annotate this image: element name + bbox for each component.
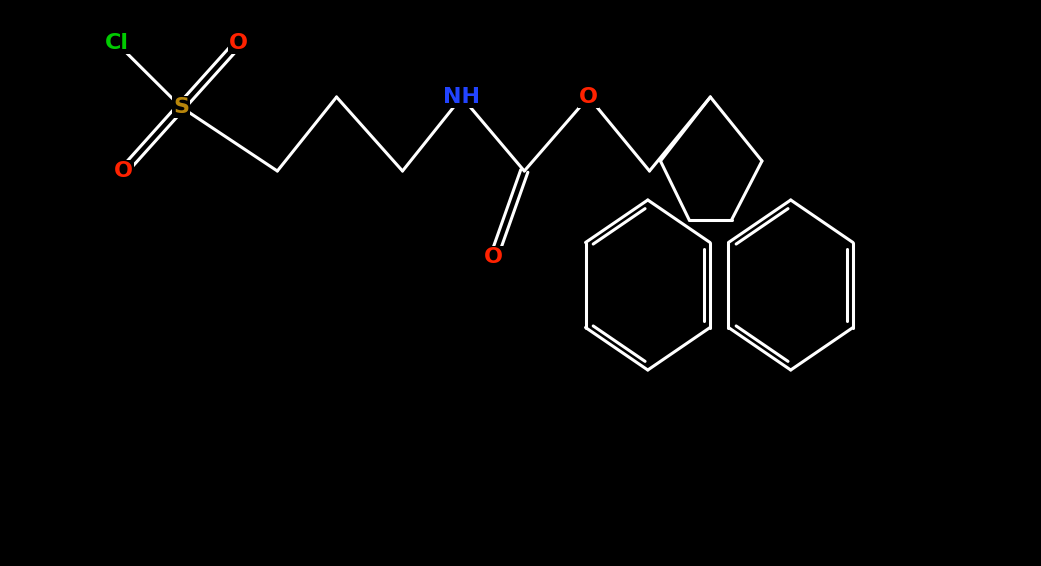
Text: S: S: [173, 97, 188, 117]
Text: O: O: [229, 33, 248, 53]
Text: O: O: [113, 161, 133, 181]
Text: NH: NH: [443, 87, 480, 107]
Text: O: O: [484, 247, 504, 267]
Text: O: O: [579, 87, 599, 107]
Text: Cl: Cl: [105, 33, 129, 53]
